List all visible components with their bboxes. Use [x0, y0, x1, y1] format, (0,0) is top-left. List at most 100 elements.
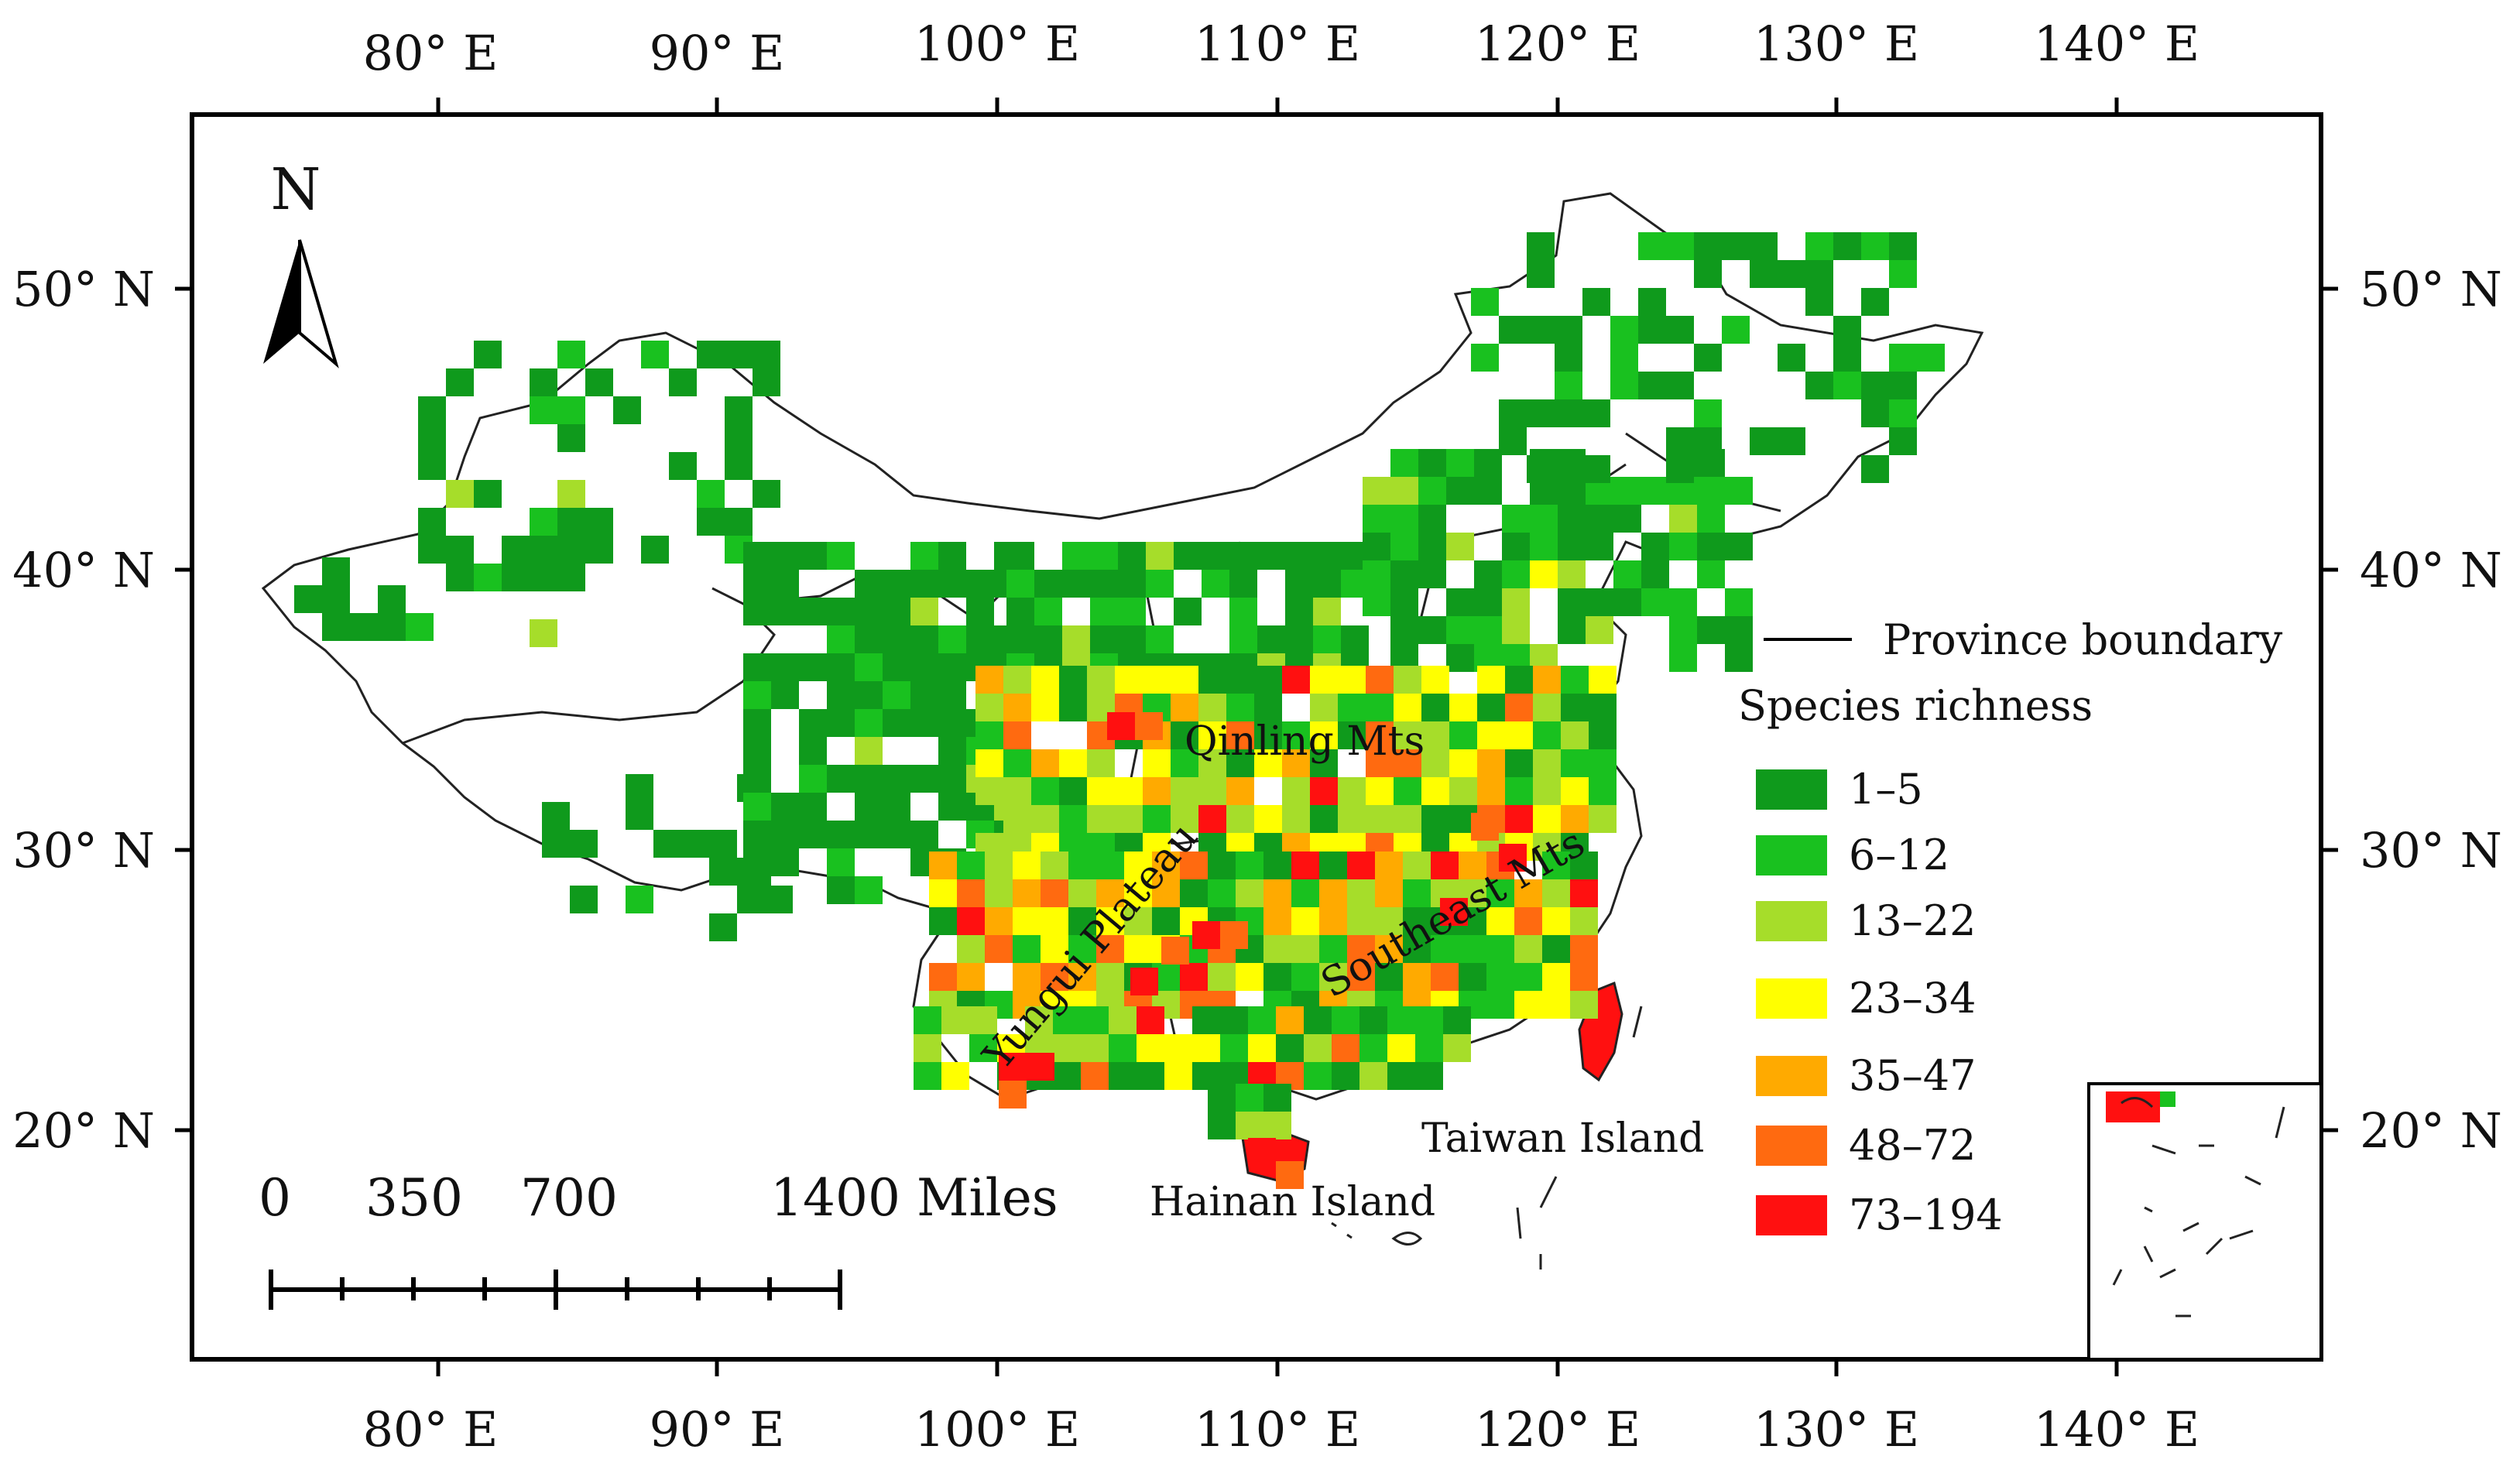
- richness-cell: [1220, 1006, 1248, 1034]
- richness-cell: [1390, 560, 1418, 588]
- richness-cell: [938, 625, 966, 653]
- richness-cell: [1347, 963, 1375, 991]
- richness-cell: [1291, 852, 1319, 879]
- richness-cell: [1338, 777, 1366, 805]
- richness-cell: [1310, 694, 1338, 721]
- richness-cell: [914, 1034, 941, 1062]
- right-lat-label-40: 40° N: [2360, 542, 2502, 598]
- richness-cell: [1669, 616, 1697, 644]
- richness-cell: [1582, 399, 1610, 427]
- richness-cell: [418, 396, 446, 424]
- richness-cell: [855, 625, 883, 653]
- richness-cell: [1443, 1006, 1471, 1034]
- legend-title: Species richness: [1738, 681, 2093, 730]
- richness-cell: [1499, 427, 1527, 455]
- richness-cell: [1443, 1034, 1471, 1062]
- richness-cell: [1081, 1062, 1109, 1090]
- richness-cell: [1263, 1112, 1291, 1139]
- richness-cell: [1109, 1062, 1137, 1090]
- richness-cell: [1861, 288, 1889, 316]
- richness-cell: [1180, 963, 1208, 991]
- richness-cell: [1146, 625, 1174, 653]
- richness-cell: [530, 508, 557, 536]
- richness-cell: [1068, 935, 1096, 963]
- richness-cell: [1034, 625, 1062, 653]
- richness-cell: [1366, 666, 1394, 694]
- richness-cell: [799, 765, 827, 793]
- richness-cell: [1610, 372, 1638, 399]
- left-lat-label-50: 50° N: [12, 261, 155, 317]
- richness-cell: [938, 653, 966, 681]
- richness-cell: [1861, 372, 1889, 399]
- richness-cell: [1514, 879, 1542, 907]
- richness-cell: [1130, 968, 1158, 995]
- richness-cell: [1570, 907, 1598, 935]
- richness-cell: [1889, 372, 1917, 399]
- richness-cell: [1248, 1034, 1276, 1062]
- richness-cell: [1282, 777, 1310, 805]
- richness-cell: [418, 508, 446, 536]
- richness-cell: [446, 368, 474, 396]
- richness-cell: [1059, 749, 1087, 777]
- richness-cell: [1555, 316, 1582, 344]
- richness-cell: [1697, 616, 1725, 644]
- richness-cell: [1068, 852, 1096, 879]
- richness-cell: [1031, 777, 1059, 805]
- richness-cell: [799, 653, 827, 681]
- richness-cell: [1474, 560, 1502, 588]
- richness-cell: [799, 709, 827, 737]
- richness-cell: [709, 858, 737, 886]
- richness-cell: [1917, 344, 1945, 372]
- richness-cell: [1363, 560, 1390, 588]
- richness-cell: [1263, 935, 1291, 963]
- richness-cell: [1477, 721, 1505, 749]
- richness-cell: [1226, 666, 1254, 694]
- richness-cell: [1304, 1034, 1332, 1062]
- richness-cell: [1068, 963, 1096, 991]
- richness-cell: [1613, 588, 1641, 616]
- richness-cell: [1533, 805, 1561, 833]
- richness-cell: [1041, 852, 1068, 879]
- legend-swatch-1: [1756, 835, 1827, 875]
- richness-cell: [1499, 399, 1527, 427]
- richness-cell: [1003, 694, 1031, 721]
- richness-cell: [1282, 805, 1310, 833]
- richness-cell: [1805, 260, 1833, 288]
- richness-cell: [1505, 721, 1533, 749]
- richness-cell: [1502, 560, 1530, 588]
- richness-cell: [883, 653, 910, 681]
- richness-cell: [1319, 907, 1347, 935]
- richness-cell: [1059, 777, 1087, 805]
- richness-cell: [1558, 533, 1586, 560]
- richness-cell: [1341, 625, 1369, 653]
- richness-cell: [1418, 616, 1446, 644]
- richness-cell: [1254, 721, 1282, 749]
- richness-cell: [1229, 570, 1257, 598]
- richness-cell: [941, 1062, 969, 1090]
- richness-cell: [1202, 542, 1229, 570]
- richness-cell: [1561, 721, 1589, 749]
- richness-cell: [1561, 694, 1589, 721]
- richness-cell: [570, 886, 598, 913]
- richness-cell: [1254, 749, 1282, 777]
- richness-cell: [641, 341, 669, 368]
- richness-cell: [1555, 399, 1582, 427]
- richness-cell: [1003, 721, 1031, 749]
- richness-cell: [1694, 344, 1722, 372]
- richness-cell: [1486, 963, 1514, 991]
- richness-cell: [1359, 1062, 1387, 1090]
- richness-cell: [910, 821, 938, 848]
- richness-cell: [641, 536, 669, 564]
- richness-cell: [1499, 316, 1527, 344]
- richness-cell: [1613, 477, 1641, 505]
- richness-cell: [1486, 879, 1514, 907]
- richness-cell: [1236, 852, 1263, 879]
- richness-cell: [530, 564, 557, 591]
- richness-cell: [1533, 694, 1561, 721]
- richness-cell: [1889, 427, 1917, 455]
- richness-cell: [709, 913, 737, 941]
- richness-cell: [1589, 666, 1617, 694]
- richness-cell: [827, 653, 855, 681]
- richness-cell: [1208, 963, 1236, 991]
